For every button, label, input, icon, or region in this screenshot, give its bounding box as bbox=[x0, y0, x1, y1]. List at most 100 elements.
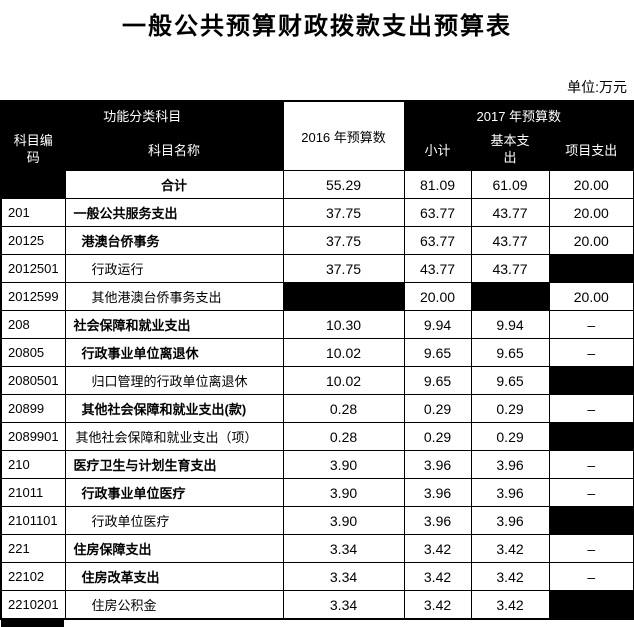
value-cell: 20.00 bbox=[548, 170, 634, 199]
value-cell: 10.02 bbox=[282, 338, 405, 367]
value-cell: 0.29 bbox=[470, 394, 550, 423]
value-cell: 9.65 bbox=[470, 366, 550, 395]
value-cell: 3.90 bbox=[282, 506, 405, 535]
name-cell: 合计 bbox=[64, 170, 284, 199]
header-subject-name: 科目名称 bbox=[64, 128, 284, 171]
code-cell: 2101101 bbox=[0, 506, 66, 535]
code-cell: 2080501 bbox=[0, 366, 66, 395]
value-cell: – bbox=[548, 338, 634, 367]
code-cell: 2012599 bbox=[0, 282, 66, 311]
value-cell: 37.75 bbox=[282, 254, 405, 283]
table-row: 2101101 行政单位医疗 3.90 3.96 3.96 bbox=[0, 506, 634, 535]
value-cell: 63.77 bbox=[403, 226, 472, 255]
table-row: 合计 55.29 81.09 61.09 20.00 bbox=[0, 170, 634, 199]
name-cell: 住房保障支出 bbox=[64, 534, 284, 563]
code-cell: 21011 bbox=[0, 478, 66, 507]
code-cell: 22102 bbox=[0, 562, 66, 591]
header-2016-budget: 2016 年预算数 bbox=[282, 100, 405, 171]
value-cell: 3.42 bbox=[403, 590, 472, 620]
value-cell: – bbox=[548, 394, 634, 423]
name-cell: 社会保障和就业支出 bbox=[64, 310, 284, 339]
value-cell: 3.96 bbox=[403, 478, 472, 507]
value-cell: 3.42 bbox=[470, 590, 550, 620]
value-cell: 61.09 bbox=[470, 170, 550, 199]
value-cell: 9.94 bbox=[403, 310, 472, 339]
value-cell: 43.77 bbox=[470, 198, 550, 227]
value-cell: 37.75 bbox=[282, 198, 405, 227]
value-cell: 3.90 bbox=[282, 450, 405, 479]
code-cell: 201 bbox=[0, 198, 66, 227]
value-cell: 0.29 bbox=[403, 394, 472, 423]
table-row: 2210201 住房公积金 3.34 3.42 3.42 bbox=[0, 590, 634, 620]
table-row: 20805 行政事业单位离退休 10.02 9.65 9.65– bbox=[0, 338, 634, 367]
budget-table: 功能分类科目 2016 年预算数 2017 年预算数 科目编码 科目名称 小计 … bbox=[0, 100, 634, 620]
value-cell: – bbox=[548, 450, 634, 479]
name-cell: 行政运行 bbox=[64, 254, 284, 283]
name-cell: 其他社会保障和就业支出(款) bbox=[64, 394, 284, 423]
table-row: 2080501 归口管理的行政单位离退休 10.02 9.65 9.65 bbox=[0, 366, 634, 395]
header-2017-budget: 2017 年预算数 bbox=[403, 100, 634, 129]
partial-row-cell bbox=[1, 618, 64, 627]
header-basic-expenditure: 基本支出 bbox=[470, 128, 550, 171]
value-cell: 3.96 bbox=[470, 478, 550, 507]
value-cell: 3.42 bbox=[403, 534, 472, 563]
name-cell: 其他社会保障和就业支出（项） bbox=[64, 422, 284, 451]
value-cell: 3.42 bbox=[470, 534, 550, 563]
table-row: 201 一般公共服务支出 37.75 63.77 43.77 20.00 bbox=[0, 198, 634, 227]
name-cell: 行政单位医疗 bbox=[64, 506, 284, 535]
value-cell: 20.00 bbox=[548, 282, 634, 311]
code-cell: 20805 bbox=[0, 338, 66, 367]
value-cell: 55.29 bbox=[282, 170, 405, 199]
value-cell: 20.00 bbox=[548, 198, 634, 227]
value-cell: 10.02 bbox=[282, 366, 405, 395]
value-cell: 20.00 bbox=[403, 282, 472, 311]
table-row: 20125 港澳台侨事务 37.75 63.77 43.77 20.00 bbox=[0, 226, 634, 255]
name-cell: 住房公积金 bbox=[64, 590, 284, 620]
value-cell: 3.34 bbox=[282, 590, 405, 620]
value-cell: 3.42 bbox=[403, 562, 472, 591]
value-cell: 3.96 bbox=[403, 506, 472, 535]
value-cell bbox=[282, 282, 405, 311]
value-cell: 43.77 bbox=[403, 254, 472, 283]
table-row: 20899 其他社会保障和就业支出(款) 0.28 0.29 0.29– bbox=[0, 394, 634, 423]
value-cell bbox=[548, 590, 634, 620]
value-cell: 9.65 bbox=[403, 366, 472, 395]
name-cell: 住房改革支出 bbox=[64, 562, 284, 591]
value-cell: 43.77 bbox=[470, 226, 550, 255]
code-cell: 208 bbox=[0, 310, 66, 339]
value-cell: – bbox=[548, 534, 634, 563]
value-cell bbox=[548, 254, 634, 283]
value-cell: 63.77 bbox=[403, 198, 472, 227]
value-cell bbox=[548, 366, 634, 395]
value-cell: 3.96 bbox=[403, 450, 472, 479]
name-cell: 归口管理的行政单位离退休 bbox=[64, 366, 284, 395]
value-cell: 0.29 bbox=[403, 422, 472, 451]
name-cell: 一般公共服务支出 bbox=[64, 198, 284, 227]
table-row: 2012599 其他港澳台侨事务支出 20.00 20.00 bbox=[0, 282, 634, 311]
header-subject-code: 科目编码 bbox=[0, 128, 66, 171]
value-cell bbox=[548, 422, 634, 451]
value-cell: 0.28 bbox=[282, 422, 405, 451]
table-row: 2012501 行政运行 37.75 43.77 43.77 bbox=[0, 254, 634, 283]
value-cell bbox=[470, 282, 550, 311]
header-row-1: 功能分类科目 2016 年预算数 2017 年预算数 bbox=[0, 100, 634, 171]
code-cell: 20899 bbox=[0, 394, 66, 423]
value-cell: 9.65 bbox=[470, 338, 550, 367]
code-cell: 2012501 bbox=[0, 254, 66, 283]
name-cell: 医疗卫生与计划生育支出 bbox=[64, 450, 284, 479]
header-functional-classification: 功能分类科目 bbox=[0, 100, 284, 129]
code-cell: 2089901 bbox=[0, 422, 66, 451]
table-row: 208 社会保障和就业支出 10.30 9.94 9.94– bbox=[0, 310, 634, 339]
value-cell: 3.90 bbox=[282, 478, 405, 507]
value-cell: 0.28 bbox=[282, 394, 405, 423]
value-cell: – bbox=[548, 562, 634, 591]
value-cell: 10.30 bbox=[282, 310, 405, 339]
value-cell: 3.34 bbox=[282, 562, 405, 591]
value-cell: 43.77 bbox=[470, 254, 550, 283]
value-cell: – bbox=[548, 478, 634, 507]
table-row: 2089901 其他社会保障和就业支出（项） 0.28 0.29 0.29 bbox=[0, 422, 634, 451]
header-project-expenditure: 项目支出 bbox=[548, 128, 634, 171]
code-cell: 210 bbox=[0, 450, 66, 479]
header-row-2: 科目编码 科目名称 小计 基本支出 项目支出 bbox=[0, 128, 634, 171]
name-cell: 港澳台侨事务 bbox=[64, 226, 284, 255]
